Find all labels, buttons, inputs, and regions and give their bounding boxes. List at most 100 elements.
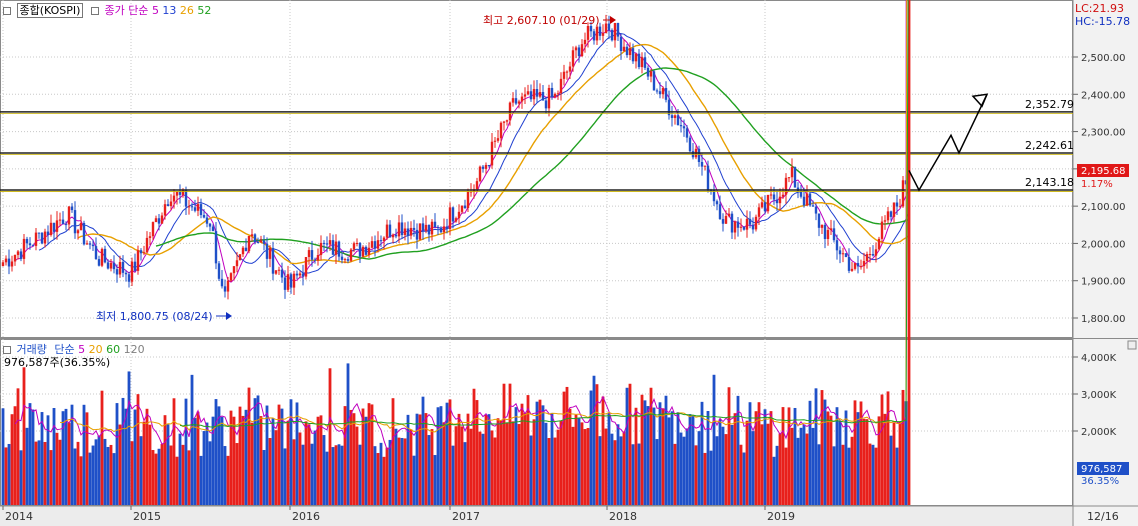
- ma-legend-toggle[interactable]: [90, 7, 99, 15]
- volume-bar: [823, 399, 827, 505]
- candle-body: [721, 219, 725, 224]
- volume-name: 거래량: [16, 343, 47, 356]
- volume-bar: [892, 422, 896, 505]
- volume-bar: [214, 399, 218, 505]
- volume-bar: [337, 444, 341, 505]
- volume-bar: [607, 412, 611, 505]
- volume-bar: [304, 421, 308, 505]
- ma-period-120: 120: [120, 343, 145, 356]
- candle-body: [25, 238, 29, 244]
- candlestick-series: [1, 14, 911, 300]
- volume-legend-toggle[interactable]: [3, 346, 11, 354]
- volume-bar: [760, 424, 764, 505]
- volume-bar: [571, 426, 575, 505]
- candle-body: [193, 207, 197, 211]
- volume-bar: [118, 424, 122, 505]
- volume-bar: [130, 441, 134, 505]
- volume-bar: [478, 431, 482, 505]
- candle-body: [328, 240, 332, 245]
- volume-panel-collapse-button[interactable]: [1127, 340, 1137, 350]
- candle-body: [517, 101, 521, 104]
- candle-body: [625, 46, 629, 56]
- volume-bar: [445, 402, 449, 505]
- candle-body: [475, 181, 479, 190]
- volume-bar: [724, 434, 728, 505]
- candle-body: [835, 240, 839, 251]
- volume-bar: [316, 416, 320, 505]
- candle-body: [568, 66, 572, 72]
- ma-period-20: 20: [85, 343, 103, 356]
- candle-body: [160, 215, 164, 224]
- candle-body: [199, 204, 203, 216]
- candle-body: [514, 98, 518, 104]
- volume-bar: [43, 441, 47, 505]
- volume-bar: [265, 405, 269, 505]
- volume-tick-label: 4,000K: [1081, 353, 1117, 364]
- date-readout: 12/16: [1087, 510, 1119, 523]
- candle-body: [4, 258, 8, 263]
- volume-bar: [340, 445, 344, 505]
- symbol-name[interactable]: 종합(KOSPI): [16, 3, 84, 18]
- volume-bar: [382, 456, 386, 505]
- volume-bar: [103, 438, 107, 505]
- volume-bar: [664, 395, 668, 505]
- candle-body: [385, 224, 389, 238]
- volume-tick-label: 2,000K: [1081, 427, 1117, 438]
- candle-body: [775, 199, 779, 204]
- candle-body: [277, 269, 281, 271]
- volume-bar: [691, 416, 695, 505]
- candle-body: [865, 254, 869, 262]
- volume-bar: [73, 448, 77, 505]
- volume-bar: [814, 388, 818, 505]
- candle-body: [772, 194, 776, 200]
- candle-body: [733, 221, 737, 233]
- candle-body: [1, 262, 5, 267]
- candle-body: [133, 261, 137, 271]
- candle-body: [730, 213, 734, 233]
- candle-body: [484, 164, 488, 169]
- volume-bar: [481, 433, 485, 505]
- candle-body: [262, 240, 266, 244]
- volume-bar: [244, 409, 248, 505]
- volume-bar: [574, 414, 578, 505]
- candle-body: [682, 126, 686, 129]
- volume-bar: [343, 406, 347, 505]
- candle-body: [208, 223, 212, 227]
- volume-bar: [439, 406, 443, 505]
- candle-body: [88, 243, 92, 245]
- projection-arrowhead: [971, 93, 989, 108]
- candle-body: [205, 217, 209, 224]
- candle-body: [301, 273, 305, 277]
- volume-bar: [388, 439, 392, 505]
- candle-body: [325, 243, 329, 245]
- volume-bar: [133, 409, 137, 505]
- last-volume-box: [1077, 462, 1129, 475]
- volume-bar: [25, 427, 29, 505]
- candle-body: [796, 187, 800, 191]
- volume-bar: [7, 443, 11, 505]
- volume-bar: [241, 415, 245, 505]
- volume-bar: [76, 441, 80, 505]
- candle-body: [265, 243, 269, 259]
- candle-body: [292, 273, 296, 288]
- volume-bar: [349, 409, 353, 505]
- volume-bar: [736, 395, 740, 505]
- candle-body: [547, 87, 551, 109]
- volume-bar: [430, 429, 434, 505]
- volume-bar: [688, 414, 692, 505]
- candle-body: [403, 228, 407, 236]
- volume-bar: [61, 411, 65, 505]
- volume-bar: [418, 414, 422, 505]
- candle-body: [121, 262, 125, 273]
- volume-bar: [46, 415, 50, 505]
- candle-body: [805, 193, 809, 206]
- candle-body: [337, 241, 341, 257]
- volume-bar: [442, 422, 446, 505]
- candle-body: [571, 50, 575, 67]
- candle-body: [109, 262, 113, 269]
- volume-bar: [466, 413, 470, 505]
- volume-bar: [22, 367, 26, 505]
- volume-bar: [499, 420, 503, 505]
- volume-bar: [634, 407, 638, 505]
- price-legend-toggle[interactable]: [3, 7, 11, 15]
